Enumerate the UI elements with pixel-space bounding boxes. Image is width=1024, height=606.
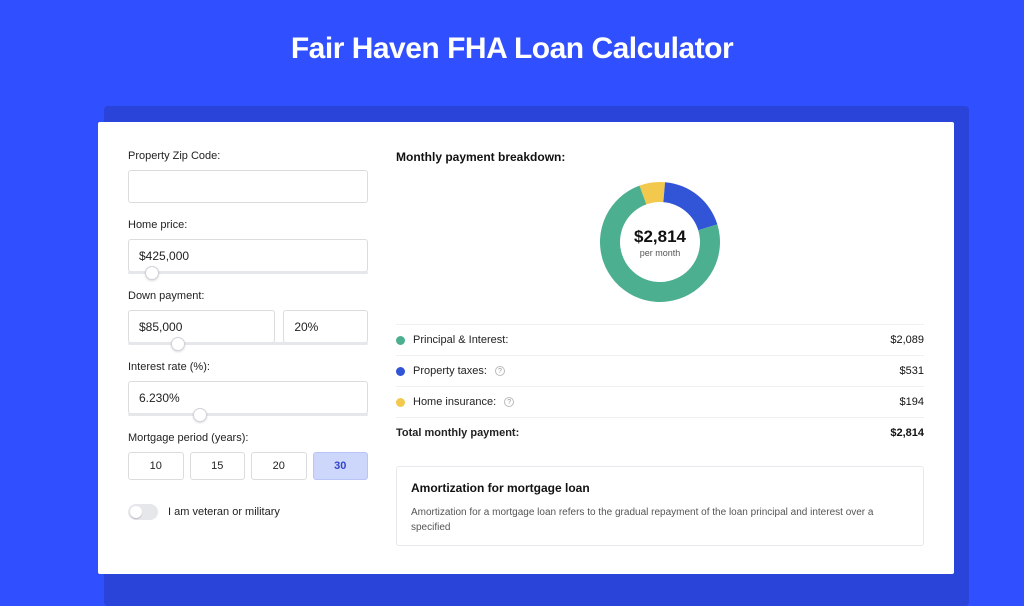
legend-label: Principal & Interest: (413, 334, 508, 346)
donut-amount: $2,814 (634, 227, 686, 247)
breakdown-column: Monthly payment breakdown: $2,814 per mo… (396, 150, 924, 546)
down-payment-label: Down payment: (128, 290, 368, 302)
down-payment-input[interactable] (128, 310, 275, 343)
down-payment-pct-input[interactable] (283, 310, 368, 343)
period-btn-15[interactable]: 15 (190, 452, 246, 480)
home-price-input[interactable] (128, 239, 368, 272)
legend-dot (396, 398, 405, 407)
period-btn-10[interactable]: 10 (128, 452, 184, 480)
amortization-title: Amortization for mortgage loan (411, 481, 909, 495)
info-icon[interactable]: ? (504, 397, 514, 407)
donut-wrap: $2,814 per month (396, 178, 924, 306)
home-price-label: Home price: (128, 219, 368, 231)
legend: Principal & Interest: $2,089 Property taxe… (396, 324, 924, 448)
field-interest-rate: Interest rate (%): (128, 361, 368, 416)
legend-total-value: $2,814 (890, 427, 924, 439)
period-btn-20[interactable]: 20 (251, 452, 307, 480)
legend-value: $2,089 (890, 334, 924, 346)
period-btn-30[interactable]: 30 (313, 452, 369, 480)
legend-dot (396, 367, 405, 376)
amortization-text: Amortization for a mortgage loan refers … (411, 505, 909, 535)
legend-row: Principal & Interest: $2,089 (396, 324, 924, 355)
down-payment-slider[interactable] (128, 342, 368, 345)
calculator-card: Property Zip Code: Home price: Down paym… (98, 122, 954, 574)
form-column: Property Zip Code: Home price: Down paym… (128, 150, 368, 546)
interest-rate-input[interactable] (128, 381, 368, 414)
field-mortgage-period: Mortgage period (years): 10152030 (128, 432, 368, 480)
legend-total-label: Total monthly payment: (396, 427, 519, 439)
legend-value: $194 (900, 396, 924, 408)
interest-rate-label: Interest rate (%): (128, 361, 368, 373)
interest-rate-slider-thumb[interactable] (193, 408, 207, 422)
legend-row-total: Total monthly payment: $2,814 (396, 417, 924, 448)
donut-sub: per month (640, 248, 681, 258)
mortgage-period-label: Mortgage period (years): (128, 432, 368, 444)
legend-value: $531 (900, 365, 924, 377)
field-home-price: Home price: (128, 219, 368, 274)
legend-row: Home insurance:? $194 (396, 386, 924, 417)
legend-row: Property taxes:? $531 (396, 355, 924, 386)
veteran-toggle-knob (130, 506, 142, 518)
amortization-box: Amortization for mortgage loan Amortizat… (396, 466, 924, 546)
down-payment-slider-thumb[interactable] (171, 337, 185, 351)
veteran-label: I am veteran or military (168, 506, 280, 518)
legend-label: Home insurance: (413, 396, 496, 408)
field-zip: Property Zip Code: (128, 150, 368, 203)
period-row: 10152030 (128, 452, 368, 480)
home-price-slider-thumb[interactable] (145, 266, 159, 280)
home-price-slider[interactable] (128, 271, 368, 274)
field-down-payment: Down payment: (128, 290, 368, 345)
page-title: Fair Haven FHA Loan Calculator (0, 0, 1024, 90)
zip-input[interactable] (128, 170, 368, 203)
info-icon[interactable]: ? (495, 366, 505, 376)
breakdown-title: Monthly payment breakdown: (396, 150, 924, 164)
legend-label: Property taxes: (413, 365, 487, 377)
legend-dot (396, 336, 405, 345)
veteran-toggle[interactable] (128, 504, 158, 520)
interest-rate-slider[interactable] (128, 413, 368, 416)
donut-chart: $2,814 per month (596, 178, 724, 306)
donut-center: $2,814 per month (596, 178, 724, 306)
veteran-row: I am veteran or military (128, 504, 368, 520)
zip-label: Property Zip Code: (128, 150, 368, 162)
